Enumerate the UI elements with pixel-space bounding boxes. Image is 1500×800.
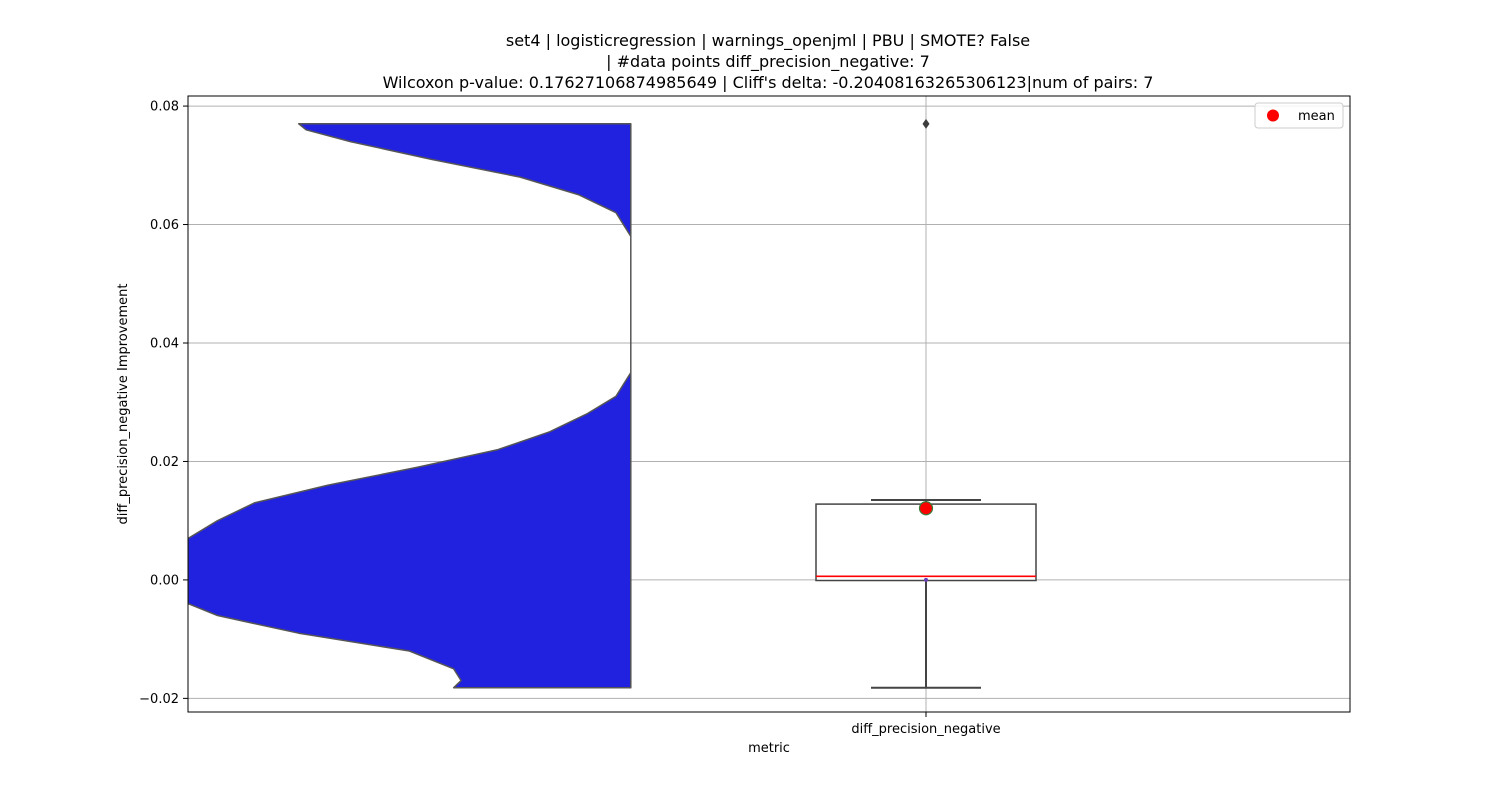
y-tick-label: 0.06 xyxy=(150,218,179,233)
y-axis: −0.02 0.00 0.02 0.04 0.06 0.08 xyxy=(139,100,188,707)
box-mean-marker xyxy=(918,501,934,516)
box-zero-marker xyxy=(924,577,928,582)
plot-area xyxy=(188,118,1037,689)
title-line-1: set4 | logisticregression | warnings_ope… xyxy=(506,31,1030,51)
legend: mean xyxy=(1254,102,1344,129)
box-outlier xyxy=(922,118,930,129)
title-line-2: | #data points diff_precision_negative: … xyxy=(606,52,930,72)
y-tick-label: 0.08 xyxy=(150,100,179,115)
x-axis-label: metric xyxy=(748,741,790,756)
plot-frame xyxy=(187,95,1351,713)
chart-title: set4 | logisticregression | warnings_ope… xyxy=(383,31,1154,92)
x-tick-label: diff_precision_negative xyxy=(851,722,1000,737)
y-tick-label: 0.04 xyxy=(150,336,179,351)
legend-frame xyxy=(1254,102,1344,129)
title-line-3: Wilcoxon p-value: 0.17627106874985649 | … xyxy=(383,73,1154,92)
y-axis-label: diff_precision_negative Improvement xyxy=(116,284,131,525)
y-tick-label: −0.02 xyxy=(139,692,179,707)
violin-body xyxy=(188,123,632,689)
legend-mean-label: mean xyxy=(1298,109,1335,124)
y-tick-label: 0.00 xyxy=(150,573,179,588)
x-axis: diff_precision_negative xyxy=(851,712,1001,737)
y-tick-label: 0.02 xyxy=(150,455,179,470)
legend-mean-marker xyxy=(1267,109,1279,122)
box-body xyxy=(815,503,1037,582)
